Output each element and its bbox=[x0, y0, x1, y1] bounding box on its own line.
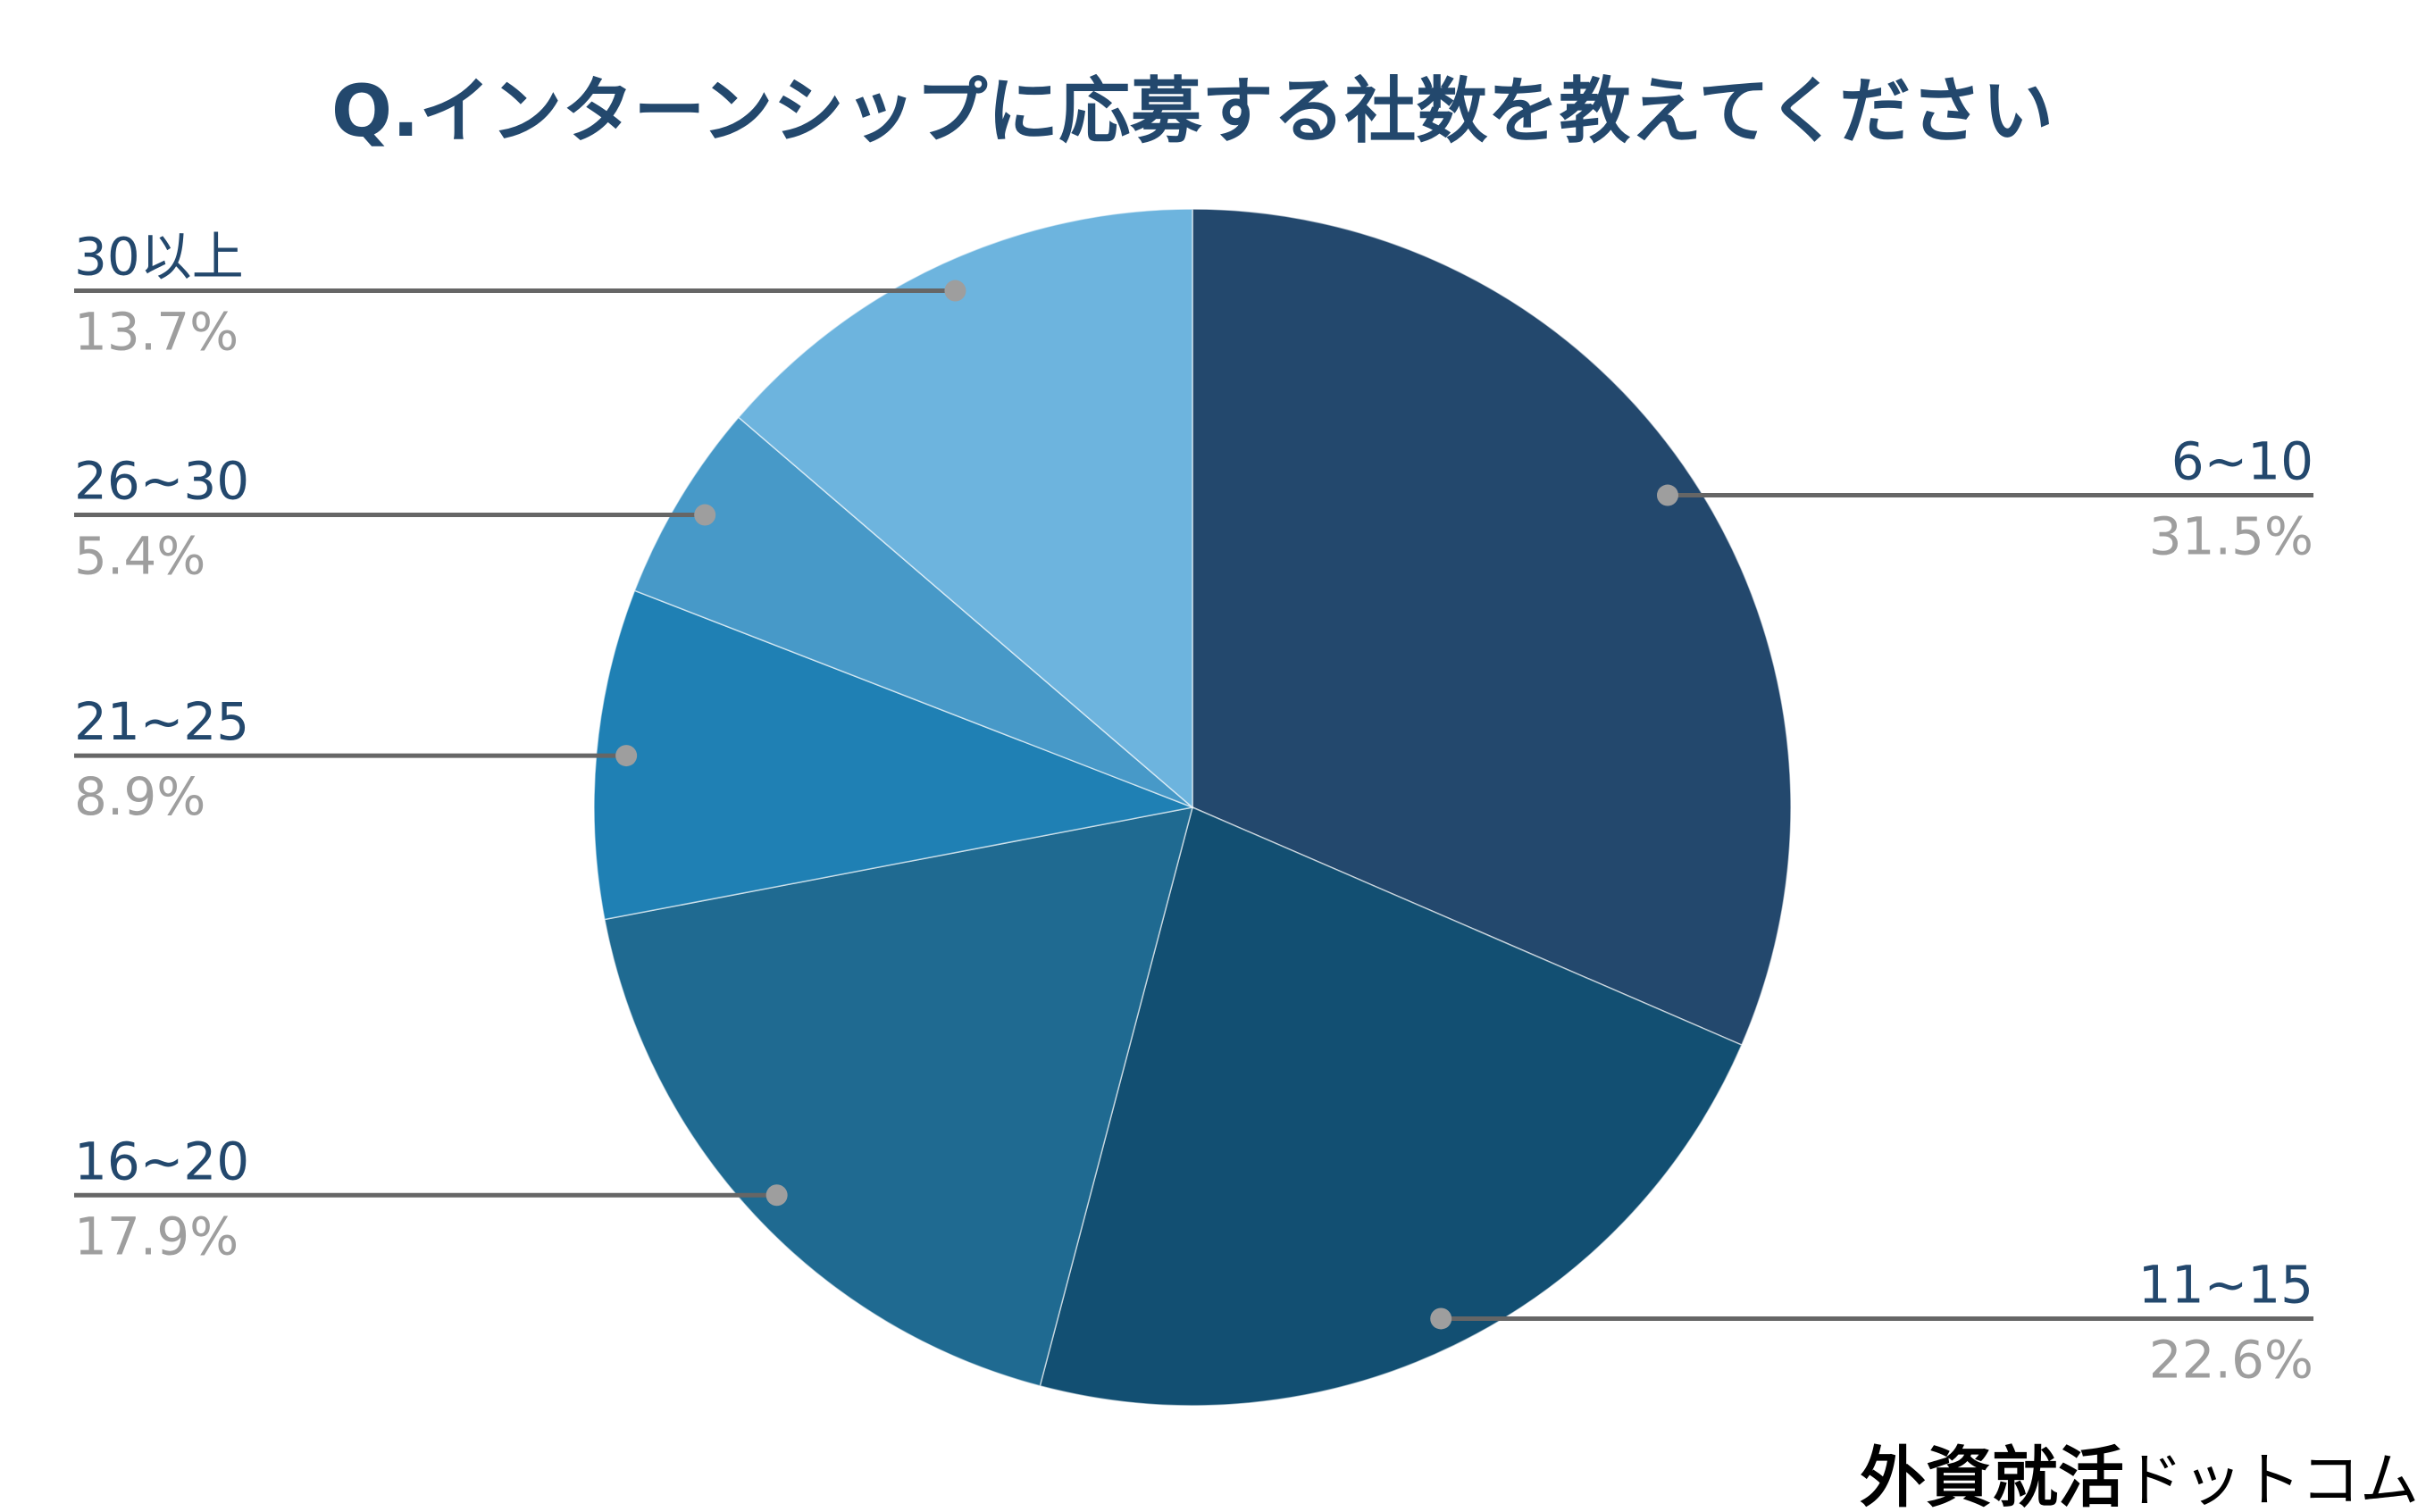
watermark-suffix: ドットコム bbox=[2124, 1446, 2419, 1512]
leader-dot bbox=[694, 504, 716, 526]
pie-slice bbox=[593, 589, 1195, 921]
slice-label: 21~25 bbox=[74, 691, 249, 752]
pie-slice bbox=[633, 416, 1193, 808]
watermark-brand: 外資就活 bbox=[1860, 1440, 2124, 1512]
leader-dot bbox=[1430, 1307, 1452, 1330]
leader-dot bbox=[615, 745, 638, 767]
leader-dot bbox=[765, 1184, 788, 1207]
leader-dot bbox=[1656, 484, 1678, 506]
slice-value-label: 5.4% bbox=[74, 526, 205, 587]
chart-title: Q.インターンシップに応募する社数を教えてください bbox=[331, 70, 2054, 153]
slice-label: 6~10 bbox=[2171, 431, 2313, 492]
slice-value-label: 22.6% bbox=[2149, 1329, 2313, 1390]
leader-dot bbox=[944, 280, 966, 302]
pie-slice bbox=[1192, 208, 1792, 1047]
pie-slice bbox=[1039, 806, 1743, 1407]
slice-value-label: 17.9% bbox=[74, 1206, 238, 1266]
slice-label: 26~30 bbox=[74, 451, 249, 512]
slice-value-label: 31.5% bbox=[2149, 506, 2313, 567]
pie-slice bbox=[737, 208, 1193, 809]
slice-label: 11~15 bbox=[2138, 1254, 2313, 1315]
pie-slice bbox=[603, 806, 1194, 1387]
slice-label: 30以上 bbox=[74, 227, 244, 288]
slice-value-label: 13.7% bbox=[74, 302, 238, 363]
slice-value-label: 8.9% bbox=[74, 766, 205, 827]
slice-label: 16~20 bbox=[74, 1131, 249, 1191]
watermark: 外資就活ドットコム bbox=[1860, 1440, 2419, 1512]
